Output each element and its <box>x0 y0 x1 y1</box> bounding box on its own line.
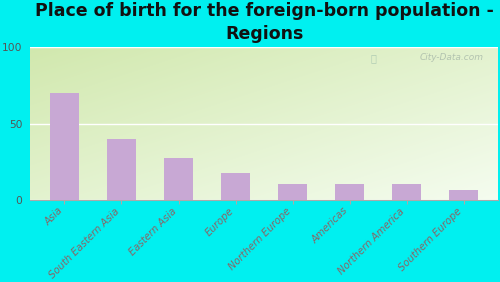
Title: Place of birth for the foreign-born population -
Regions: Place of birth for the foreign-born popu… <box>34 2 493 43</box>
Bar <box>278 184 307 201</box>
Text: City-Data.com: City-Data.com <box>420 54 484 62</box>
Bar <box>50 93 78 201</box>
Text: ⓘ: ⓘ <box>370 54 376 63</box>
Bar <box>450 190 478 201</box>
Bar <box>222 173 250 201</box>
Bar <box>392 184 421 201</box>
Bar <box>164 158 193 201</box>
Bar <box>336 184 364 201</box>
Bar <box>107 139 136 201</box>
